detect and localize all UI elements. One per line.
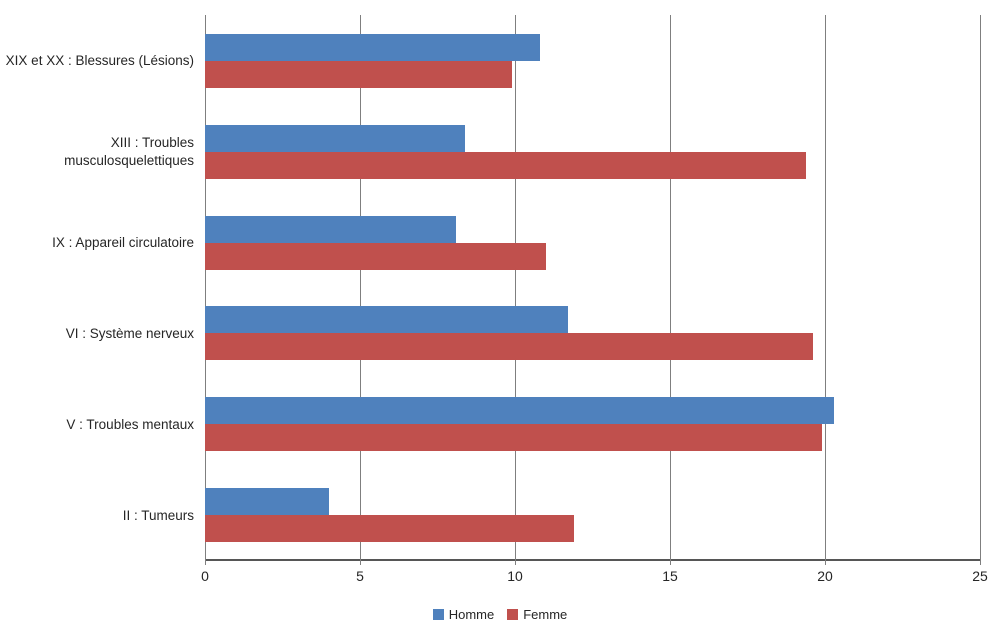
category-label: VI : Système nerveux (65, 325, 194, 341)
x-tick-label: 25 (972, 568, 988, 584)
category-label: XIX et XX : Blessures (Lésions) (5, 52, 194, 68)
gridline (360, 15, 361, 565)
homme-bar (205, 487, 329, 515)
gridline (825, 15, 826, 565)
bar-group (205, 468, 980, 559)
legend-label: Homme (448, 607, 495, 622)
femme-bar (205, 242, 546, 270)
femme-bar (205, 152, 807, 179)
category-row: V : Troubles mentaux (0, 379, 205, 470)
plot-area (205, 15, 981, 565)
bars (205, 15, 980, 559)
bar-group (205, 196, 980, 287)
category-row: VI : Système nerveux (0, 288, 205, 379)
gridline (205, 15, 206, 565)
x-axis-tick-labels: 0 5 10 15 20 25 (201, 568, 988, 586)
gridline (980, 15, 981, 565)
bar-group (205, 106, 980, 197)
legend-item-femme: Femme (507, 607, 567, 622)
femme-bar (205, 424, 822, 452)
category-label: XIII : Troubles musculosquelettiques (64, 134, 194, 168)
homme-bar (205, 306, 568, 334)
category-row: IX : Appareil circulatoire (0, 197, 205, 288)
x-tick-label: 15 (662, 568, 678, 584)
gridline (515, 15, 516, 565)
legend-item-homme: Homme (432, 607, 495, 622)
category-row: XIX et XX : Blessures (Lésions) (0, 15, 205, 106)
category-label: V : Troubles mentaux (66, 416, 194, 432)
category-label: IX : Appareil circulatoire (52, 234, 194, 250)
category-row: II : Tumeurs (0, 470, 205, 561)
homme-bar (205, 397, 835, 425)
category-row: XIII : Troubles musculosquelettiques (0, 106, 205, 197)
bar-group (205, 287, 980, 378)
homme-bar (205, 215, 457, 243)
bar-group (205, 15, 980, 106)
legend-marker-femme-icon (507, 609, 519, 620)
x-tick-label: 20 (817, 568, 833, 584)
category-axis: XIX et XX : Blessures (Lésions) XIII : Tr… (0, 15, 205, 561)
femme-bar (205, 61, 512, 89)
x-tick-label: 10 (507, 568, 523, 584)
legend: Homme Femme (0, 607, 1000, 622)
gridline (670, 15, 671, 565)
homme-bar (205, 34, 540, 62)
homme-bar (205, 125, 466, 152)
legend-marker-homme-icon (432, 609, 444, 620)
femme-bar (205, 333, 813, 361)
bar-group (205, 378, 980, 469)
x-tick-label: 0 (201, 568, 209, 584)
legend-label: Femme (523, 607, 568, 622)
femme-bar (205, 514, 574, 542)
x-tick-label: 5 (356, 568, 364, 584)
category-label: II : Tumeurs (122, 507, 194, 523)
